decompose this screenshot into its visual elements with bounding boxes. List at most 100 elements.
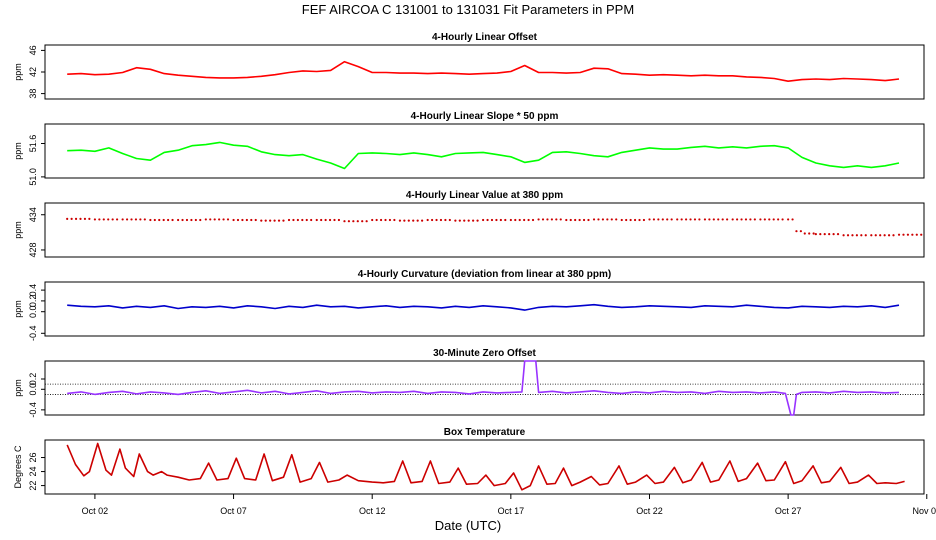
data-point xyxy=(125,218,129,221)
data-point xyxy=(684,218,688,221)
data-point xyxy=(768,218,771,221)
data-point xyxy=(305,218,308,222)
data-point xyxy=(352,220,355,223)
data-point xyxy=(615,218,618,221)
data-point xyxy=(463,219,466,222)
data-point xyxy=(906,233,910,236)
series-line xyxy=(66,442,905,491)
y-tick-label: 0.0 xyxy=(28,305,38,318)
y-tick-label: 24 xyxy=(28,467,38,477)
data-point xyxy=(194,218,197,222)
data-point xyxy=(167,218,170,222)
data-point xyxy=(587,218,590,222)
data-point xyxy=(629,218,632,222)
data-point xyxy=(574,218,577,222)
data-point xyxy=(328,218,332,222)
data-point xyxy=(541,218,545,221)
data-point xyxy=(93,218,97,221)
x-tick-label: Oct 22 xyxy=(636,506,663,516)
y-tick-label: 0.4 xyxy=(28,284,38,297)
data-point xyxy=(435,218,438,222)
panel-frame xyxy=(44,360,925,416)
data-point xyxy=(121,218,124,221)
data-point xyxy=(601,218,605,221)
data-point xyxy=(254,218,257,222)
data-point xyxy=(592,218,596,221)
data-point xyxy=(777,218,780,221)
data-point xyxy=(874,234,877,237)
data-point xyxy=(860,234,863,237)
data-point xyxy=(393,218,396,222)
data-point xyxy=(693,218,697,221)
data-point xyxy=(495,218,498,222)
data-point xyxy=(499,218,502,222)
data-point xyxy=(158,218,161,222)
data-point xyxy=(320,218,323,222)
data-point xyxy=(245,218,248,222)
data-point xyxy=(153,218,156,222)
y-tick-label: 42 xyxy=(28,67,38,77)
data-point xyxy=(652,218,656,221)
data-point xyxy=(676,218,679,221)
data-point xyxy=(250,218,253,222)
data-point xyxy=(143,218,146,221)
data-point xyxy=(565,218,568,222)
y-axis-label: ppm xyxy=(13,221,23,239)
data-point xyxy=(828,233,831,236)
data-point xyxy=(823,233,826,236)
data-point xyxy=(421,219,424,222)
data-point xyxy=(531,218,535,222)
panel-4: 30-Minute Zero Offset ppm -0.4 0.00.2 xyxy=(13,348,925,418)
data-point xyxy=(537,218,540,221)
data-point xyxy=(740,218,743,221)
data-point xyxy=(698,218,701,221)
y-tick-label: 434 xyxy=(28,207,38,222)
y-tick-label: 38 xyxy=(28,89,38,99)
data-point xyxy=(808,232,811,235)
data-point xyxy=(439,218,443,222)
panel-title: Box Temperature xyxy=(444,427,526,438)
data-point xyxy=(66,217,69,220)
data-point xyxy=(514,218,517,222)
data-point xyxy=(287,218,291,222)
y-tick-label: 22 xyxy=(28,481,38,491)
data-point xyxy=(486,218,489,222)
data-point xyxy=(176,218,180,222)
x-tick-label: Oct 27 xyxy=(775,506,802,516)
data-point xyxy=(759,218,762,221)
data-point xyxy=(398,219,402,222)
data-point xyxy=(523,218,526,222)
data-point xyxy=(379,218,383,222)
data-point xyxy=(795,230,798,233)
data-point xyxy=(296,218,299,222)
data-point xyxy=(371,218,374,222)
data-point xyxy=(625,218,628,222)
data-point xyxy=(407,219,410,222)
y-axis-label: Degrees C xyxy=(13,445,23,489)
data-point xyxy=(791,218,794,221)
series-line xyxy=(67,141,900,170)
data-point xyxy=(879,234,882,237)
data-point xyxy=(799,230,802,233)
data-point xyxy=(448,218,451,222)
data-point xyxy=(79,217,82,220)
data-point xyxy=(772,218,775,221)
data-point xyxy=(842,234,845,237)
data-point xyxy=(454,219,457,222)
data-point xyxy=(361,220,364,223)
data-point xyxy=(753,218,756,221)
data-point xyxy=(559,218,562,221)
data-point xyxy=(846,234,850,237)
data-point xyxy=(864,234,867,237)
data-point xyxy=(812,232,815,235)
y-axis-label: ppm xyxy=(13,300,23,318)
data-point xyxy=(892,234,895,237)
y-tick-label: 46 xyxy=(28,45,38,55)
data-point xyxy=(356,220,359,223)
panel-title: 30-Minute Zero Offset xyxy=(433,348,536,359)
data-point xyxy=(236,218,240,222)
panel-2: 4-Hourly Linear Value at 380 ppm ppm 428 43… xyxy=(13,190,925,258)
y-tick-label: 0.0 xyxy=(28,383,38,396)
data-point xyxy=(836,233,840,236)
data-point xyxy=(70,217,73,220)
